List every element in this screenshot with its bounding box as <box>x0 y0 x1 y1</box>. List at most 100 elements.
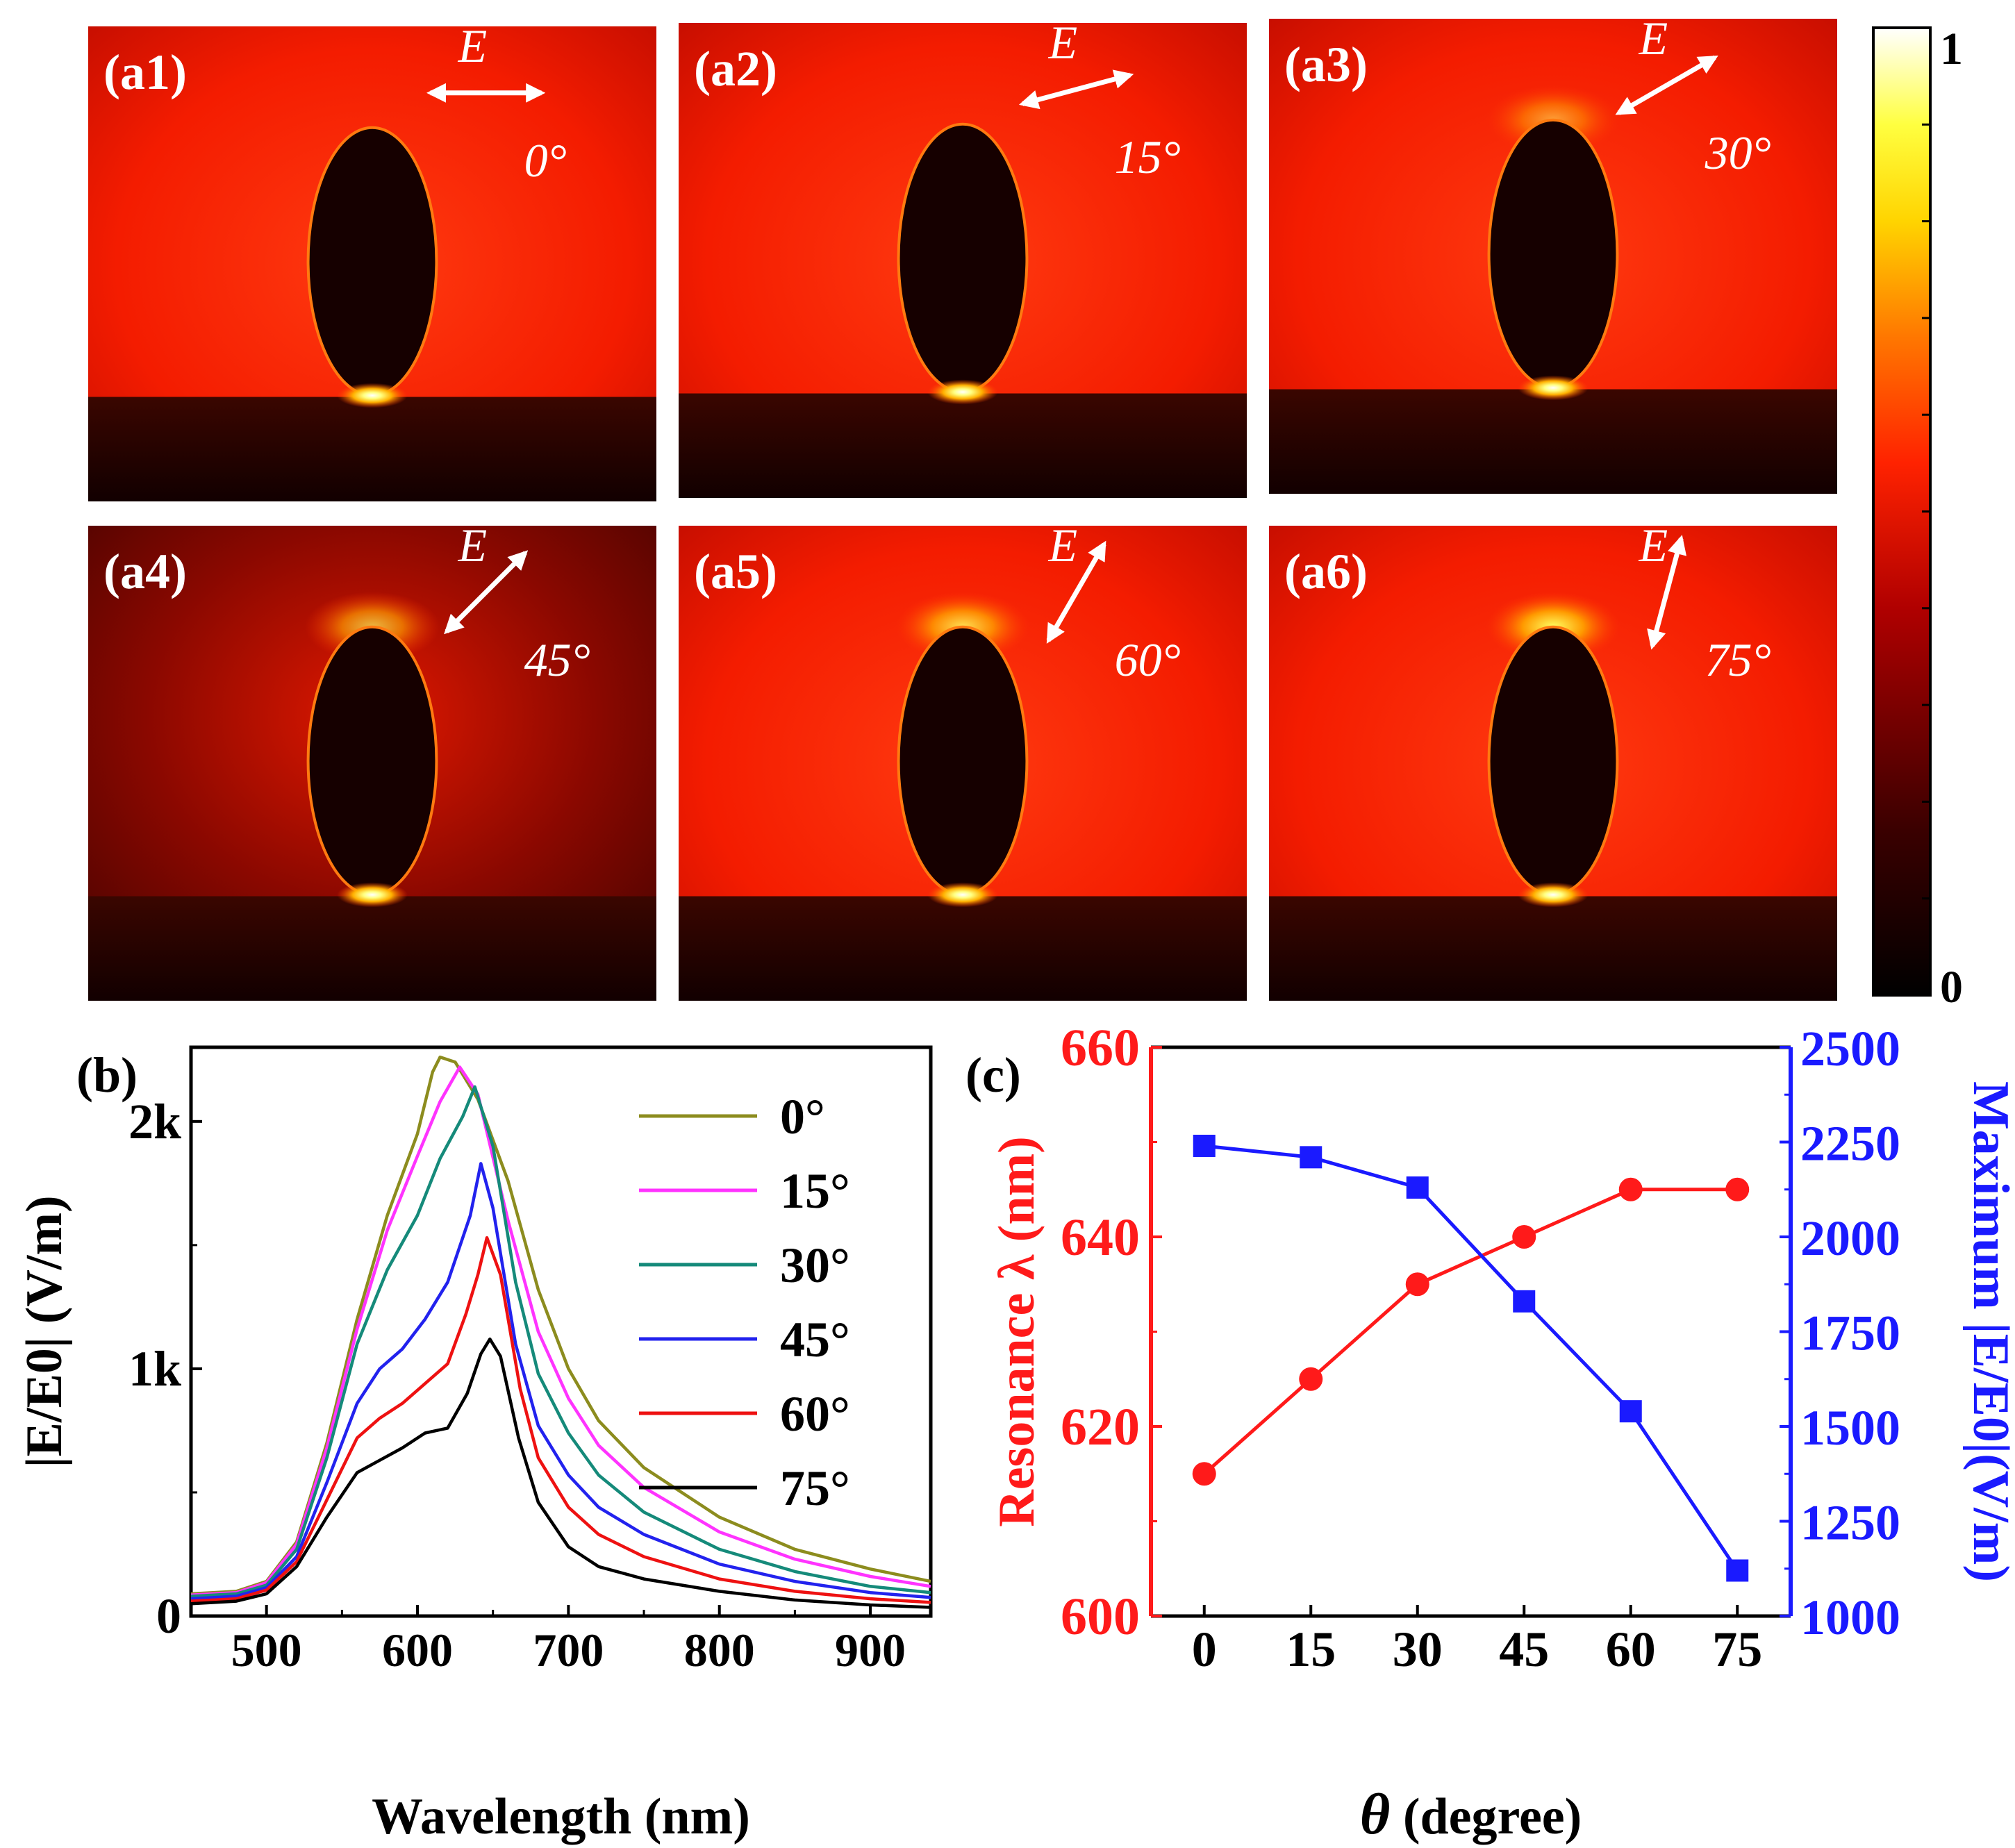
x-axis-label: Wavelength (nm) <box>372 1788 750 1845</box>
x-tick-label: 30 <box>1393 1622 1443 1677</box>
field-map-panel-3: (a3) E 30° <box>1269 12 1837 494</box>
angle-label: 60° <box>1115 633 1181 686</box>
substrate <box>1269 389 1837 494</box>
data-point-square <box>1300 1146 1322 1169</box>
x-axis-symbol: θ <box>1360 1782 1391 1847</box>
nanoparticle-ellipse <box>1487 118 1619 390</box>
panel-label: (b) <box>76 1047 138 1103</box>
panel-label: (a1) <box>103 44 187 100</box>
polarization-arrow <box>1046 540 1106 644</box>
angle-label: 15° <box>1115 131 1181 183</box>
data-point-square <box>1193 1134 1216 1157</box>
gap-hot-spot <box>927 882 998 908</box>
gap-hot-spot <box>927 379 998 405</box>
x-tick-label: 0 <box>1192 1622 1217 1677</box>
gap-hot-spot <box>337 882 408 908</box>
field-label: E <box>458 519 488 572</box>
substrate <box>679 896 1247 1001</box>
x-tick-label: 900 <box>835 1624 906 1676</box>
field-map-panel-2: (a2) E 15° <box>679 16 1247 498</box>
x-tick-label: 75 <box>1712 1622 1762 1677</box>
left-tick-label: 660 <box>1061 1019 1140 1077</box>
legend-label: 60° <box>780 1386 850 1442</box>
x-tick-label: 45 <box>1499 1622 1549 1677</box>
right-tick-label: 1750 <box>1800 1306 1900 1361</box>
angle-label: 75° <box>1705 633 1771 686</box>
legend-label: 75° <box>780 1460 850 1516</box>
x-tick-label: 800 <box>684 1624 755 1676</box>
gap-hot-spot <box>1518 882 1589 908</box>
panel-label: (c) <box>965 1047 1021 1103</box>
left-tick-label: 620 <box>1061 1398 1140 1456</box>
polarization-arrow <box>1615 55 1718 115</box>
field-label: E <box>1048 16 1078 69</box>
field-label: E <box>1639 12 1668 65</box>
left-tick-label: 640 <box>1061 1208 1140 1267</box>
right-tick-label: 1250 <box>1800 1495 1900 1551</box>
substrate <box>88 397 656 501</box>
right-tick-label: 2250 <box>1800 1116 1900 1172</box>
polarization-arrow <box>1647 535 1687 650</box>
substrate <box>88 896 656 1001</box>
field-map-panel-4: (a4) E 45° <box>88 519 656 1001</box>
right-tick-label: 1500 <box>1800 1400 1900 1456</box>
gap-hot-spot <box>337 383 408 408</box>
field-label: E <box>1639 519 1668 572</box>
series-line <box>190 1337 931 1609</box>
field-label: E <box>458 19 488 72</box>
x-tick-label: 15 <box>1286 1622 1336 1677</box>
panel-label: (a6) <box>1284 544 1368 599</box>
x-tick-label: 600 <box>382 1624 453 1676</box>
data-point-circle <box>1299 1367 1323 1391</box>
angle-label: 45° <box>524 633 590 686</box>
y-axis-label: |E/E0| (V/m) <box>16 1195 73 1467</box>
substrate <box>1269 896 1837 1001</box>
y-tick-label: 0 <box>156 1588 181 1644</box>
y-tick-label: 2k <box>128 1094 181 1149</box>
x-axis-unit: (degree) <box>1390 1788 1582 1845</box>
x-tick-label: 500 <box>231 1624 302 1676</box>
colorbar-gradient <box>1872 26 1932 997</box>
data-point-circle <box>1192 1462 1216 1486</box>
field-map-panel-1: (a1) E 0° <box>88 19 656 501</box>
nanoparticle-ellipse <box>897 122 1029 394</box>
gap-hot-spot <box>1518 375 1589 401</box>
y-tick-label: 1k <box>128 1341 181 1397</box>
right-tick-label: 2500 <box>1800 1021 1900 1076</box>
legend-label: 15° <box>780 1163 850 1219</box>
colorbar-max-label: 1 <box>1940 24 1963 74</box>
nanoparticle-ellipse <box>1487 625 1619 897</box>
left-tick-label: 600 <box>1061 1588 1140 1646</box>
data-point-circle <box>1512 1225 1536 1249</box>
series-line <box>190 1065 931 1597</box>
right-tick-label: 1000 <box>1800 1590 1900 1645</box>
panel-label: (a4) <box>103 544 187 599</box>
nanoparticle-ellipse <box>306 126 438 397</box>
field-map-panel-5: (a5) E 60° <box>679 519 1247 1001</box>
panel-label: (a2) <box>694 41 777 97</box>
legend-label: 0° <box>780 1089 825 1144</box>
polarization-arrow <box>444 550 529 635</box>
nanoparticle-ellipse <box>897 625 1029 897</box>
data-point-circle <box>1618 1177 1643 1201</box>
data-point-square <box>1726 1559 1749 1582</box>
data-point-square <box>1513 1290 1536 1313</box>
data-point-square <box>1619 1400 1642 1423</box>
colorbar-min-label: 0 <box>1940 962 1963 1013</box>
left-axis-label: Resonance λ (nm) <box>988 1136 1045 1527</box>
angle-label: 30° <box>1705 126 1771 179</box>
panel-label: (a3) <box>1284 37 1368 92</box>
plot-frame <box>189 1045 933 1618</box>
x-axis-label: θ (degree) <box>1360 1782 1582 1847</box>
substrate <box>679 393 1247 498</box>
field-label: E <box>1048 519 1078 572</box>
data-point-circle <box>1725 1177 1750 1201</box>
series-line <box>190 1235 931 1604</box>
angle-label: 0° <box>524 134 567 187</box>
series-line <box>190 1162 931 1601</box>
series-line <box>190 1085 931 1598</box>
data-point-square <box>1406 1176 1429 1199</box>
series-line <box>1204 1144 1739 1572</box>
nanoparticle-ellipse <box>306 625 438 897</box>
